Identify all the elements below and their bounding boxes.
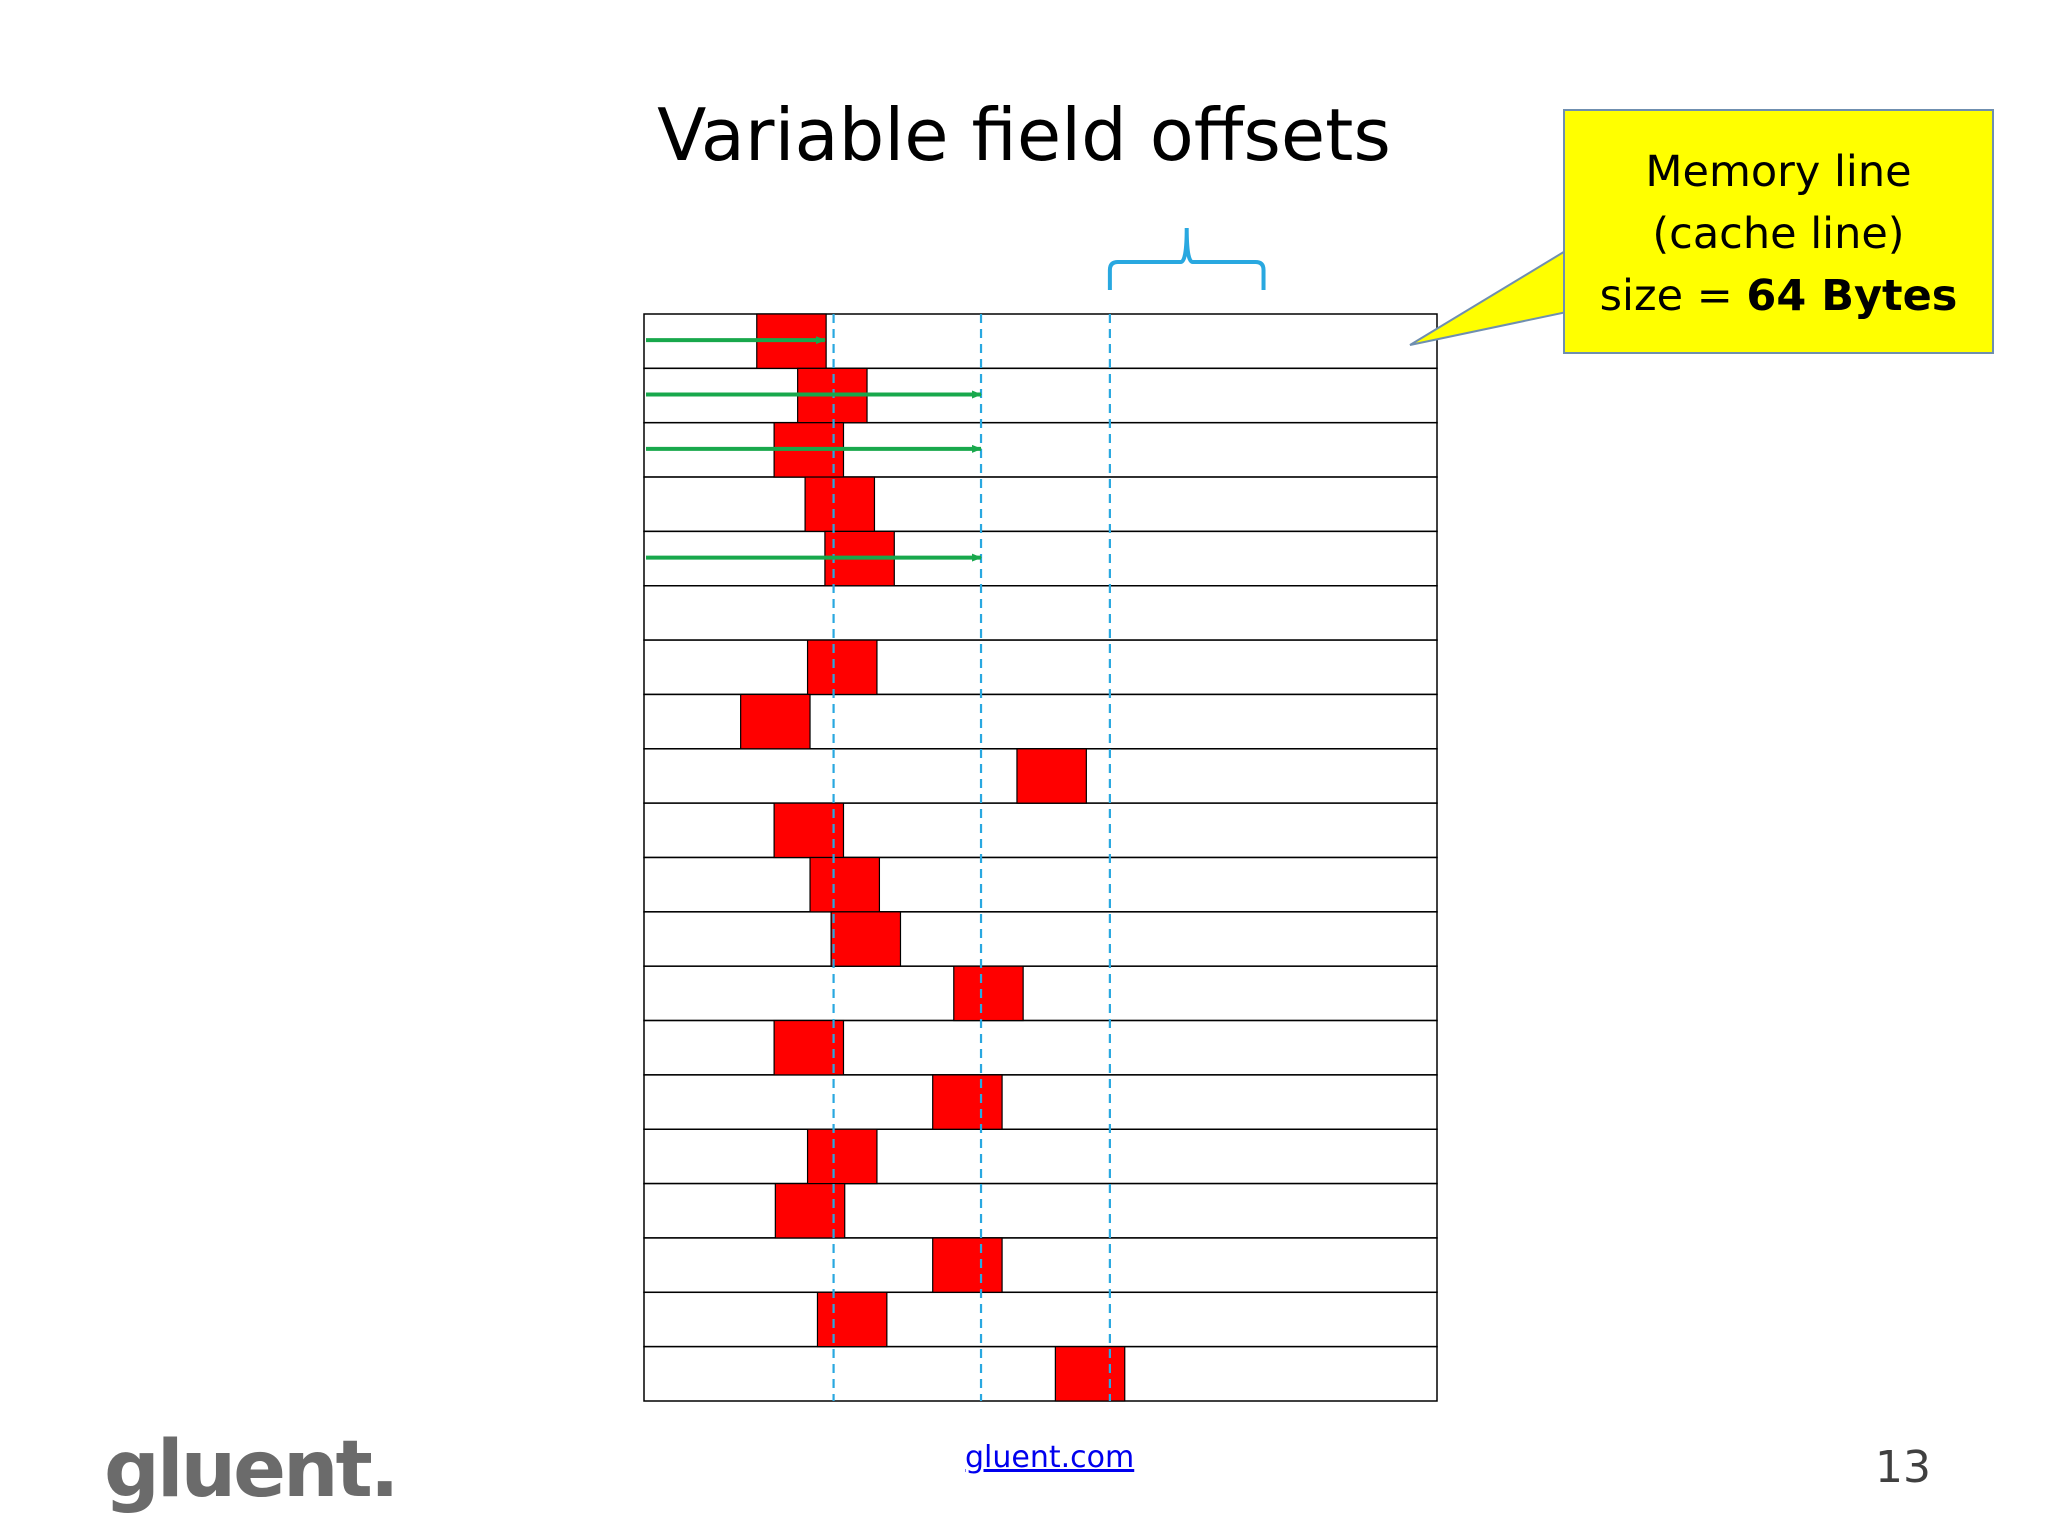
field-block (804, 476, 876, 532)
field-block (809, 856, 881, 913)
memory-line-callout: Memory line (cache line) size = 64 Bytes (1563, 109, 1994, 354)
field-block (740, 693, 811, 750)
slide-title: Variable field offsets (657, 93, 1391, 177)
field-block (1054, 1346, 1126, 1402)
field-block (953, 965, 1024, 1022)
field-block (773, 802, 845, 859)
callout-size-label: size = (1599, 271, 1747, 321)
callout-size-value: 64 Bytes (1746, 271, 1958, 321)
gluent-logo: gluent. (104, 1425, 399, 1515)
memory-row (643, 1019, 1438, 1076)
memory-row (643, 639, 1438, 696)
field-block (816, 1291, 888, 1348)
memory-row (643, 802, 1438, 859)
callout-line-1: Memory line (1645, 147, 1912, 197)
field-block (806, 639, 878, 696)
field-block (932, 1074, 1003, 1130)
memory-row (643, 965, 1438, 1022)
memory-row (643, 1291, 1438, 1348)
memory-row (643, 1074, 1438, 1131)
memory-row (643, 1182, 1438, 1239)
memory-row (643, 1128, 1438, 1185)
callout-line-3: size = 64 Bytes (1565, 265, 1992, 327)
memory-row (643, 585, 1438, 641)
memory-row (643, 856, 1438, 913)
callout-line-2: (cache line) (1652, 209, 1905, 259)
field-block (806, 1128, 878, 1185)
field-block (932, 1237, 1003, 1293)
memory-row (643, 1345, 1438, 1402)
field-block (830, 911, 902, 967)
field-block (1016, 748, 1087, 804)
memory-row (643, 476, 1438, 533)
memory-row (643, 911, 1438, 967)
field-block (773, 1019, 845, 1076)
cache-line-bracket (1107, 227, 1266, 290)
page-number: 13 (1875, 1442, 1931, 1493)
memory-row (643, 1237, 1438, 1294)
callout-pointer (1409, 248, 1568, 346)
footer-link[interactable]: gluent.com (965, 1440, 1135, 1475)
